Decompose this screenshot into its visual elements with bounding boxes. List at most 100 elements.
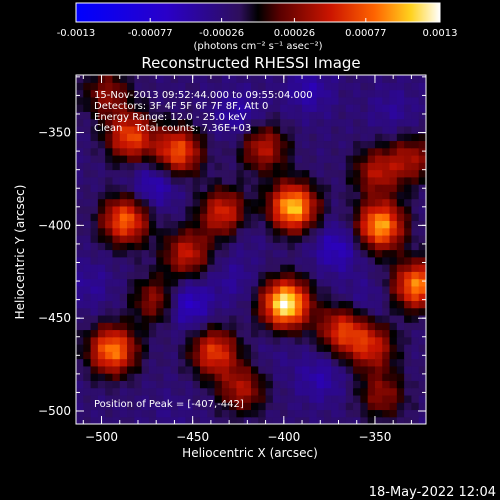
heatmap-cell bbox=[411, 184, 420, 192]
heatmap-cell bbox=[163, 75, 172, 83]
heatmap-cell bbox=[119, 351, 128, 360]
heatmap-cell bbox=[83, 271, 92, 280]
heatmap-cell bbox=[199, 205, 208, 214]
heatmap-cell bbox=[90, 249, 99, 258]
heatmap-cell bbox=[294, 176, 303, 185]
heatmap-cell bbox=[323, 162, 332, 171]
heatmap-cell bbox=[382, 205, 391, 214]
heatmap-cell bbox=[221, 300, 230, 309]
heatmap-cell bbox=[236, 344, 245, 352]
heatmap-cell bbox=[258, 234, 267, 243]
heatmap-cell bbox=[331, 220, 340, 229]
heatmap-cell bbox=[148, 104, 157, 112]
heatmap-cell bbox=[185, 329, 194, 338]
heatmap-cell bbox=[76, 176, 84, 185]
heatmap-cell bbox=[353, 176, 361, 185]
heatmap-cell bbox=[316, 402, 325, 411]
heatmap-cell bbox=[374, 118, 383, 127]
heatmap-cell bbox=[411, 133, 420, 142]
heatmap-cell bbox=[374, 416, 383, 424]
heatmap-cell bbox=[163, 351, 172, 360]
heatmap-cell bbox=[221, 242, 230, 251]
heatmap-cell bbox=[323, 96, 332, 105]
heatmap-cell bbox=[418, 140, 426, 149]
heatmap-cell bbox=[221, 162, 230, 171]
heatmap-cell bbox=[105, 380, 114, 389]
heatmap-cell bbox=[229, 162, 238, 171]
heatmap-cell bbox=[119, 373, 128, 381]
heatmap-cell bbox=[331, 125, 340, 134]
heatmap-cell bbox=[221, 213, 230, 222]
heatmap-cell bbox=[258, 249, 267, 258]
heatmap-cell bbox=[90, 271, 99, 280]
heatmap-cell bbox=[192, 227, 201, 236]
heatmap-cell bbox=[418, 293, 426, 301]
heatmap-cell bbox=[258, 213, 267, 222]
heatmap-cell bbox=[338, 249, 347, 258]
heatmap-cell bbox=[316, 147, 325, 156]
heatmap-cell bbox=[221, 147, 230, 156]
heatmap-cell bbox=[265, 169, 274, 178]
heatmap-cell bbox=[302, 380, 310, 389]
heatmap-cell bbox=[170, 380, 179, 389]
heatmap-cell bbox=[353, 111, 361, 120]
heatmap-cell bbox=[76, 249, 84, 258]
heatmap-cell bbox=[199, 293, 208, 301]
heatmap-cell bbox=[229, 154, 238, 163]
heatmap-cell bbox=[214, 380, 223, 389]
heatmap-cell bbox=[323, 227, 332, 236]
heatmap-cell bbox=[331, 249, 340, 258]
heatmap-cell bbox=[207, 373, 216, 381]
heatmap-cell bbox=[272, 104, 281, 112]
heatmap-cell bbox=[382, 293, 391, 301]
heatmap-cell bbox=[316, 314, 325, 323]
heatmap-cell bbox=[236, 75, 245, 83]
heatmap-cell bbox=[258, 220, 267, 229]
heatmap-cell bbox=[199, 89, 208, 98]
heatmap-cell bbox=[294, 256, 303, 265]
heatmap-cell bbox=[374, 394, 383, 403]
heatmap-cell bbox=[207, 322, 216, 331]
heatmap-cell bbox=[287, 322, 296, 331]
heatmap-cell bbox=[367, 75, 376, 83]
heatmap-cell bbox=[236, 380, 245, 389]
heatmap-cell bbox=[112, 264, 121, 272]
heatmap-cell bbox=[265, 184, 274, 192]
heatmap-cell bbox=[83, 133, 92, 142]
heatmap-cell bbox=[119, 191, 128, 200]
heatmap-cell bbox=[236, 278, 245, 287]
heatmap-cell bbox=[156, 314, 165, 323]
heatmap-cell bbox=[411, 176, 420, 185]
heatmap-cell bbox=[396, 285, 405, 294]
heatmap-cell bbox=[214, 300, 223, 309]
heatmap-cell bbox=[192, 402, 201, 411]
heatmap-cell bbox=[294, 336, 303, 345]
heatmap-cell bbox=[207, 220, 216, 229]
heatmap-cell bbox=[353, 96, 361, 105]
heatmap-cell bbox=[207, 329, 216, 338]
heatmap-cell bbox=[178, 82, 186, 91]
heatmap-cell bbox=[404, 234, 413, 243]
heatmap-cell bbox=[302, 394, 310, 403]
heatmap-cell bbox=[141, 234, 150, 243]
heatmap-cell bbox=[119, 75, 128, 83]
heatmap-cell bbox=[83, 82, 92, 91]
heatmap-cell bbox=[105, 104, 114, 112]
heatmap-cell bbox=[134, 358, 143, 367]
heatmap-cell bbox=[302, 176, 310, 185]
heatmap-cell bbox=[105, 402, 114, 411]
heatmap-cell bbox=[338, 125, 347, 134]
heatmap-cell bbox=[382, 314, 391, 323]
heatmap-cell bbox=[309, 373, 318, 381]
heatmap-cell bbox=[367, 191, 376, 200]
heatmap-cell bbox=[331, 169, 340, 178]
heatmap-cell bbox=[90, 205, 99, 214]
heatmap-cell bbox=[411, 242, 420, 251]
heatmap-cell bbox=[192, 358, 201, 367]
heatmap-cell bbox=[404, 82, 413, 91]
heatmap-cell bbox=[229, 358, 238, 367]
heatmap-cell bbox=[236, 373, 245, 381]
heatmap-cell bbox=[148, 162, 157, 171]
heatmap-cell bbox=[134, 125, 143, 134]
heatmap-cell bbox=[302, 140, 310, 149]
